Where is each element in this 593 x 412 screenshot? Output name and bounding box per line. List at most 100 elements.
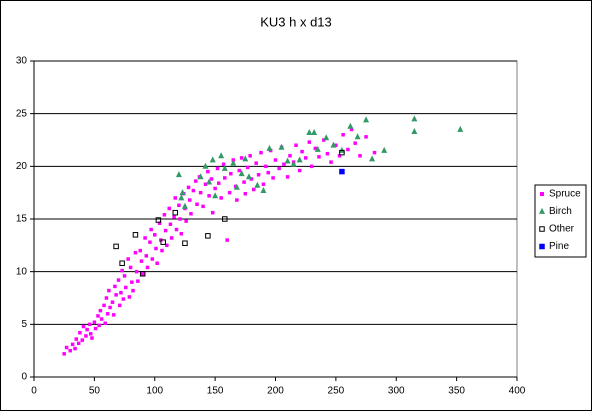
point	[160, 239, 166, 245]
point	[136, 279, 140, 283]
point	[70, 342, 75, 347]
point	[87, 322, 92, 327]
point	[229, 171, 233, 176]
point	[102, 303, 106, 308]
point	[172, 209, 179, 216]
point	[144, 254, 149, 258]
point	[126, 257, 130, 261]
point	[128, 265, 133, 270]
point	[177, 203, 181, 208]
point	[260, 186, 267, 193]
point	[189, 211, 193, 216]
point	[242, 180, 246, 184]
point	[339, 168, 345, 175]
point	[131, 288, 135, 293]
point	[104, 296, 109, 300]
point	[139, 259, 144, 263]
point	[341, 132, 345, 137]
point	[329, 160, 333, 164]
y-tick-label: 20	[16, 161, 28, 172]
point	[179, 231, 184, 236]
point	[154, 246, 158, 251]
point	[219, 196, 223, 200]
point	[89, 332, 93, 336]
point	[145, 265, 150, 270]
point	[110, 300, 115, 304]
point	[107, 288, 111, 293]
point	[325, 151, 330, 156]
x-tick-label: 300	[388, 386, 405, 397]
point	[271, 176, 275, 180]
point	[273, 158, 278, 162]
point	[354, 133, 361, 140]
point	[207, 194, 211, 198]
y-tick-label: 25	[16, 108, 28, 119]
point	[209, 156, 216, 163]
point	[191, 188, 196, 193]
point	[119, 260, 125, 266]
point	[80, 338, 85, 342]
point	[303, 156, 308, 160]
point	[68, 348, 72, 353]
point	[98, 308, 103, 313]
point	[252, 187, 256, 192]
point	[213, 186, 217, 191]
point	[245, 165, 250, 170]
point	[411, 127, 418, 134]
point	[242, 155, 249, 162]
point	[181, 202, 188, 209]
legend-marker	[539, 243, 545, 250]
point	[133, 250, 138, 255]
point	[314, 145, 321, 152]
point	[188, 198, 192, 202]
chart-title: KU3 h x d13	[260, 14, 332, 29]
point	[218, 152, 225, 159]
point	[381, 146, 388, 153]
point	[186, 185, 191, 190]
point	[93, 326, 98, 331]
point	[282, 162, 286, 166]
point	[111, 313, 116, 317]
y-tick-label: 30	[16, 56, 28, 67]
point	[103, 321, 107, 326]
point	[227, 190, 232, 195]
point	[266, 170, 271, 175]
point	[369, 155, 376, 162]
point	[278, 143, 285, 150]
point	[172, 215, 176, 219]
point	[339, 149, 345, 156]
point	[222, 216, 228, 222]
point	[411, 115, 418, 122]
point	[165, 243, 169, 248]
point	[182, 240, 188, 246]
x-tick-label: 0	[31, 386, 37, 397]
point	[237, 168, 242, 173]
point	[138, 248, 143, 253]
point	[168, 222, 173, 227]
point	[323, 134, 330, 141]
point	[117, 303, 122, 308]
y-tick-label: 10	[16, 266, 28, 277]
point	[78, 331, 82, 335]
point	[364, 135, 368, 139]
point	[254, 181, 261, 188]
point	[266, 144, 273, 151]
point	[209, 177, 214, 181]
x-tick-label: 200	[267, 386, 284, 397]
x-tick-label: 250	[328, 386, 345, 397]
point	[127, 295, 132, 299]
point	[277, 166, 281, 171]
point	[238, 170, 245, 177]
point	[346, 147, 350, 152]
point	[120, 268, 124, 273]
point	[206, 178, 213, 185]
point	[297, 168, 302, 173]
point	[358, 154, 362, 158]
x-tick-label: 100	[146, 386, 163, 397]
point	[76, 341, 81, 346]
point	[347, 122, 354, 129]
point	[363, 116, 370, 123]
point	[116, 278, 121, 282]
legend-label: Spruce	[549, 189, 581, 200]
